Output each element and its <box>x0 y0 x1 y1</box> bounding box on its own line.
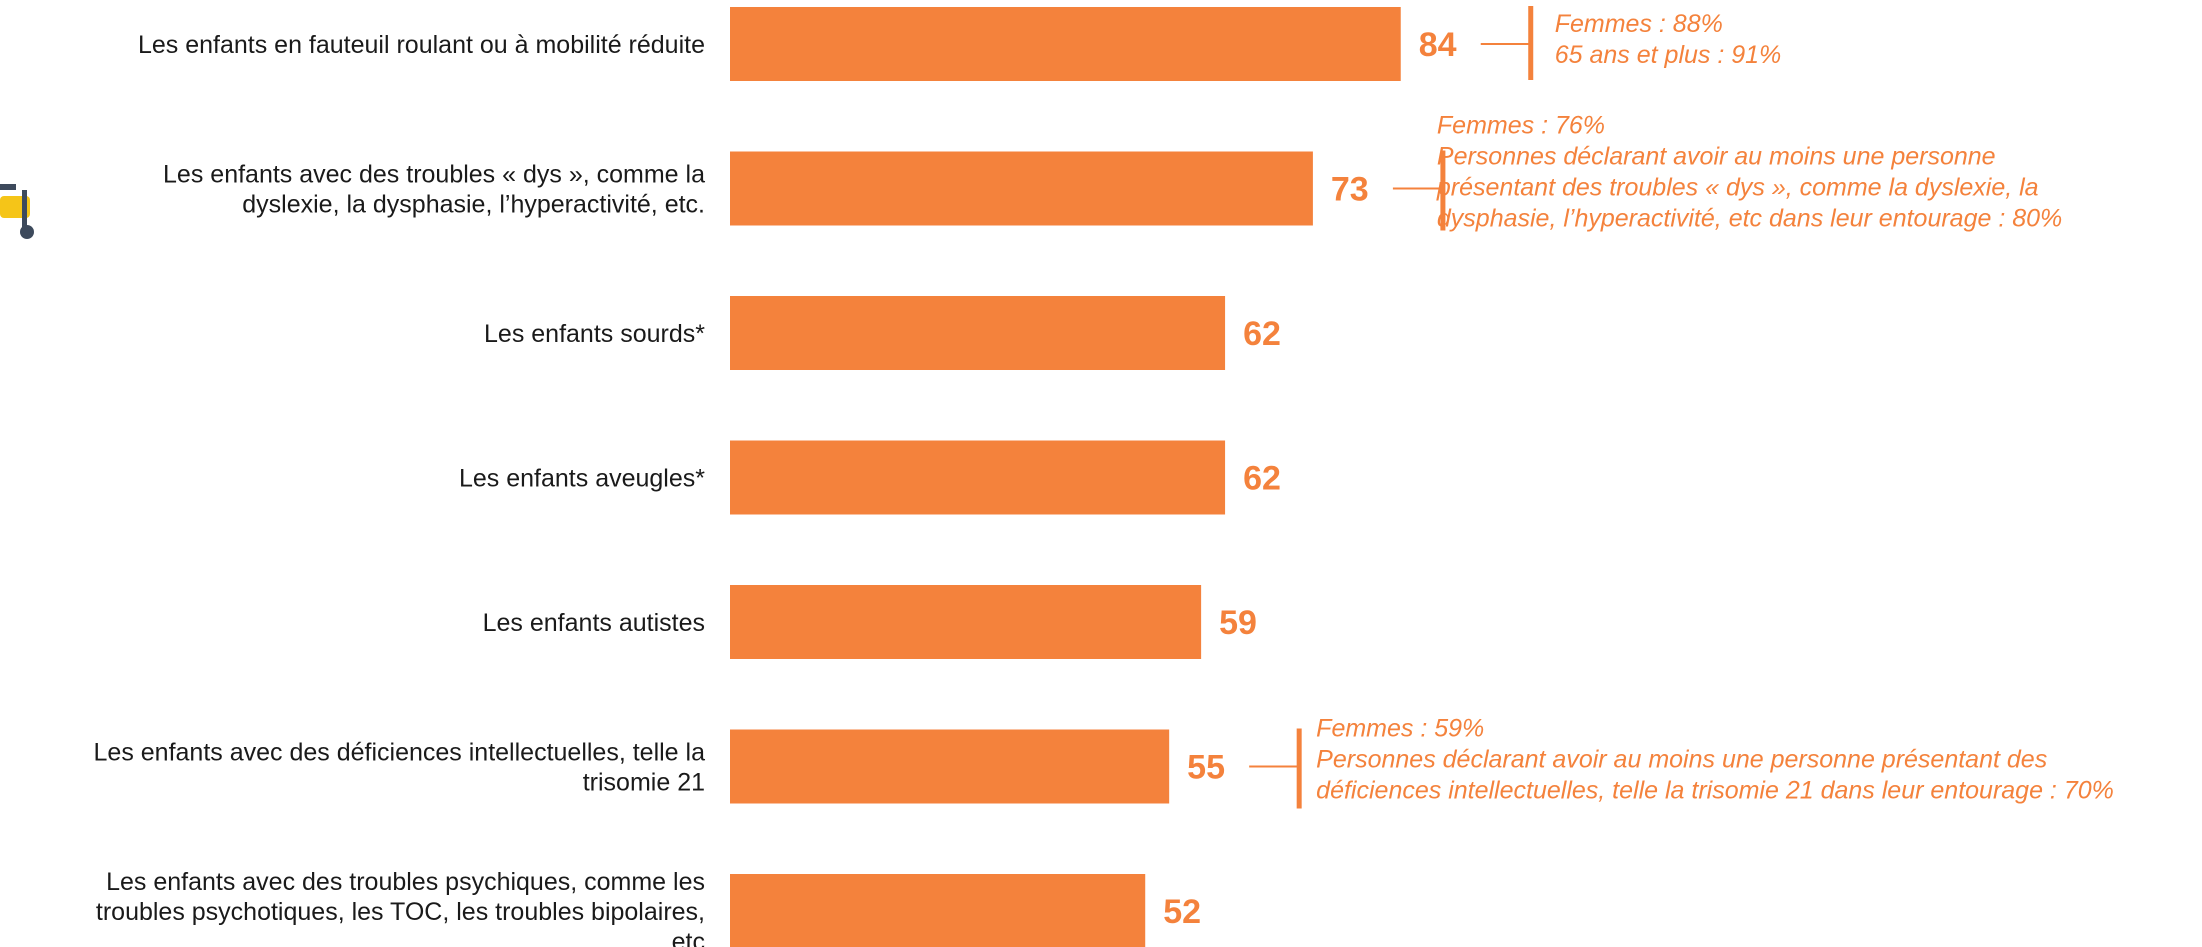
value-label: 62 <box>1243 460 1281 498</box>
value-label: 52 <box>1163 893 1201 931</box>
bar <box>730 874 1146 947</box>
bar <box>730 151 1313 226</box>
category-label: Les enfants en fauteuil roulant ou à mob… <box>138 31 705 59</box>
value-label: 73 <box>1331 171 1369 209</box>
value-label: 55 <box>1187 749 1225 787</box>
bars-layer: Les enfants en fauteuil roulant ou à mob… <box>94 6 2114 947</box>
wheelchair-icon <box>0 184 34 239</box>
bar <box>730 729 1170 804</box>
category-label: Les enfants avec des déficiences intelle… <box>94 739 706 797</box>
bar <box>730 7 1401 81</box>
value-label: 59 <box>1219 604 1257 642</box>
category-label: Les enfants sourds* <box>484 320 705 348</box>
category-label: Les enfants avec des troubles « dys », c… <box>163 161 705 219</box>
category-label: Les enfants autistes <box>483 609 705 637</box>
category-label: Les enfants aveugles* <box>459 465 705 493</box>
annotation-text: Femmes : 59% Personnes déclarant avoir au… <box>1316 715 2114 805</box>
value-label: 62 <box>1243 315 1281 353</box>
value-label: 84 <box>1419 26 1457 64</box>
annotation-text: Femmes : 76% Personnes déclarant avoir au… <box>1436 112 2062 233</box>
bar <box>730 296 1226 370</box>
annotation-text: Femmes : 88% 65 ans et plus : 91% <box>1555 10 1782 69</box>
category-label: Les enfants avec des troubles psychiques… <box>96 868 705 947</box>
bar <box>730 440 1226 515</box>
bar <box>730 585 1202 659</box>
